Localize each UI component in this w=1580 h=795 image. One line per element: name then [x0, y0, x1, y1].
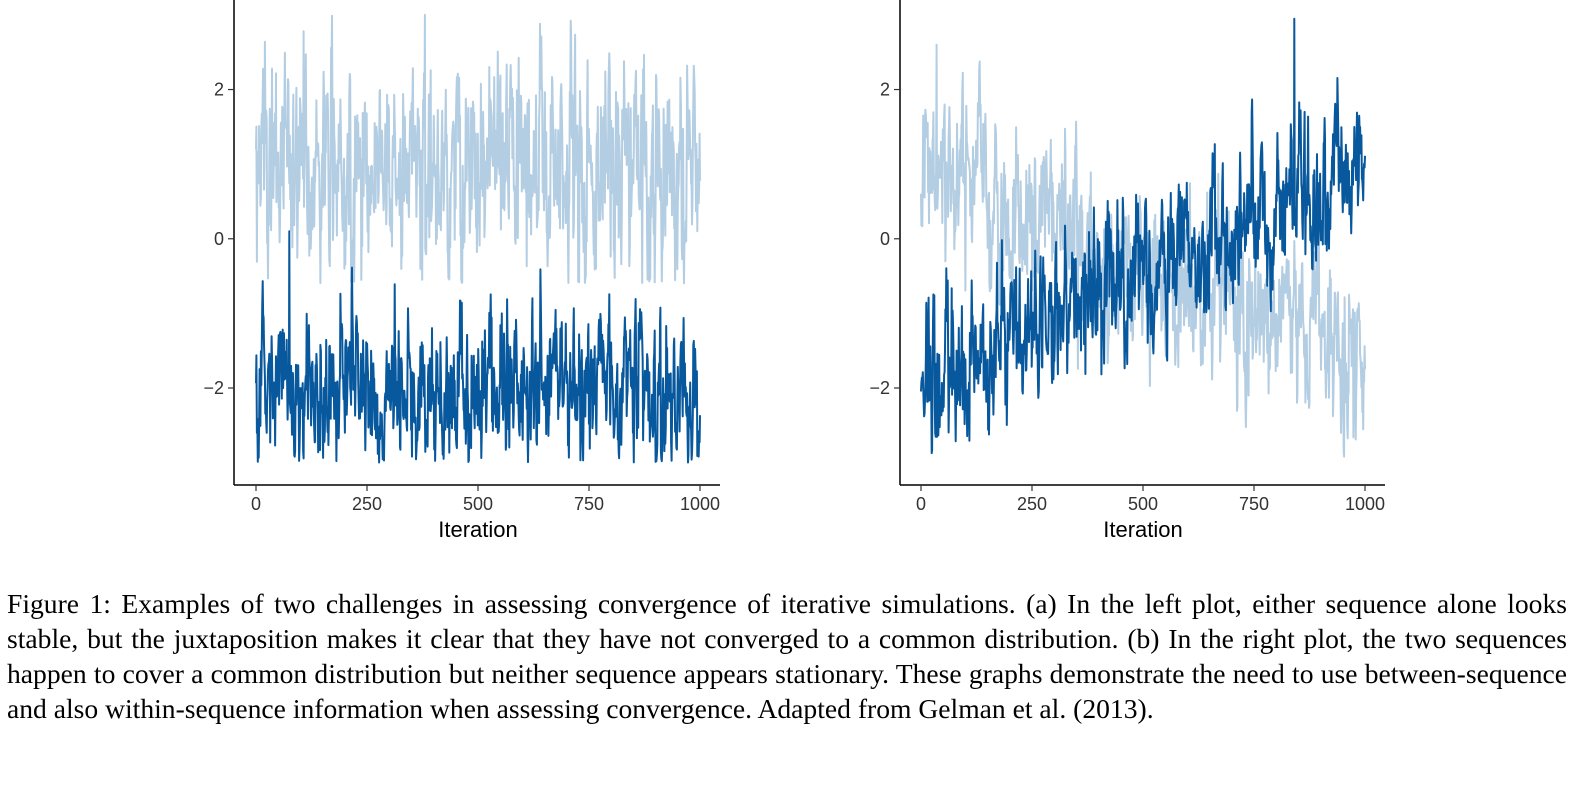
y-tick-label: 2	[880, 80, 890, 100]
trace-plot-right: 0 250 500 750 1000 −2 0 2 Iteration	[869, 0, 1385, 542]
trace-plot-left: 0 250 500 750 1000 −2 0 2 Iteration	[203, 0, 720, 542]
x-tick-label: 1000	[1345, 494, 1385, 514]
x-tick-label: 1000	[680, 494, 720, 514]
caption-text: Examples of two challenges in assessing …	[7, 588, 1567, 724]
series-line-1	[920, 17, 1366, 455]
y-tick-label: 0	[214, 229, 224, 249]
x-tick-label: 250	[1017, 494, 1047, 514]
series-line-1	[255, 230, 701, 464]
x-axis-title: Iteration	[1103, 517, 1183, 542]
series-line-0	[920, 43, 1366, 458]
x-tick-label: 750	[1239, 494, 1269, 514]
x-axis-title: Iteration	[438, 517, 518, 542]
figure: 0 250 500 750 1000 −2 0 2 Iteration 0 250 500 750 10…	[203, 0, 1385, 542]
y-tick-label: 0	[880, 229, 890, 249]
y-tick-label: −2	[203, 378, 224, 398]
x-tick-label: 750	[574, 494, 604, 514]
x-tick-label: 500	[463, 494, 493, 514]
x-tick-label: 0	[916, 494, 926, 514]
figure-caption: Figure 1: Examples of two challenges in …	[7, 586, 1567, 726]
y-tick-label: −2	[869, 378, 890, 398]
x-tick-label: 500	[1128, 494, 1158, 514]
x-tick-label: 0	[251, 494, 261, 514]
series-line-0	[255, 13, 701, 285]
caption-label: Figure 1:	[7, 588, 111, 619]
y-tick-label: 2	[214, 80, 224, 100]
x-tick-label: 250	[352, 494, 382, 514]
